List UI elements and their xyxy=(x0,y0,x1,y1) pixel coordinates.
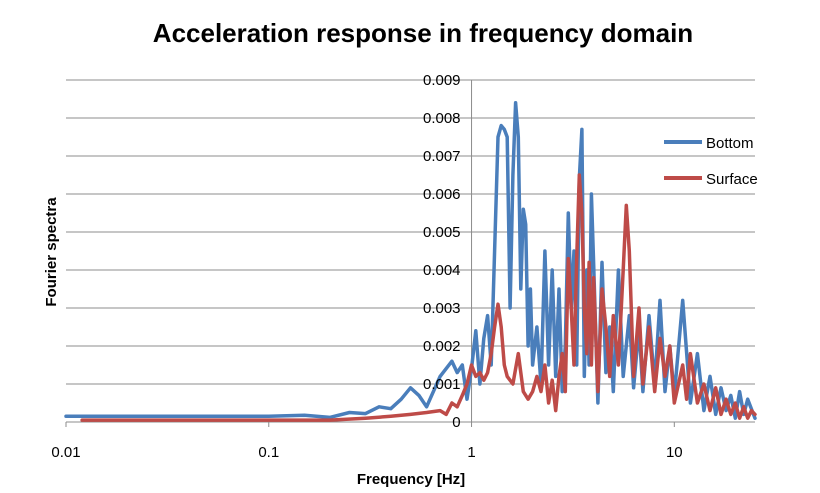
series-line-surface xyxy=(80,173,757,422)
y-axis-tick-labels: 0 0.001 0.002 0.003 0.004 0.005 0.006 0.007 0.00… xyxy=(423,72,461,431)
y-tick-label: 0.001 xyxy=(423,376,461,393)
y-tick-label: 0.008 xyxy=(423,110,461,127)
x-tick-label: 10 xyxy=(666,444,683,461)
y-axis-title: Fourier spectra xyxy=(43,197,60,307)
chart-title: Acceleration response in frequency domai… xyxy=(153,18,693,48)
x-axis-tick-labels: 0.01 0.1 1 10 xyxy=(51,444,682,461)
x-axis-title: Frequency [Hz] xyxy=(357,471,465,488)
y-tick-label: 0.009 xyxy=(423,72,461,89)
y-tick-label: 0.005 xyxy=(423,224,461,241)
plot-area xyxy=(64,101,757,422)
legend-label-surface: Surface xyxy=(706,171,758,188)
y-tick-label: 0.004 xyxy=(423,262,461,279)
y-tick-label: 0.003 xyxy=(423,300,461,317)
grid xyxy=(65,79,755,427)
y-tick-label: 0 xyxy=(452,414,460,431)
y-tick-label: 0.002 xyxy=(423,338,461,355)
y-tick-label: 0.007 xyxy=(423,148,461,165)
x-tick-label: 1 xyxy=(467,444,475,461)
x-tick-label: 0.1 xyxy=(258,444,279,461)
legend: Bottom Surface xyxy=(664,135,758,188)
y-tick-label: 0.006 xyxy=(423,186,461,203)
legend-label-bottom: Bottom xyxy=(706,135,754,152)
x-tick-label: 0.01 xyxy=(51,444,80,461)
